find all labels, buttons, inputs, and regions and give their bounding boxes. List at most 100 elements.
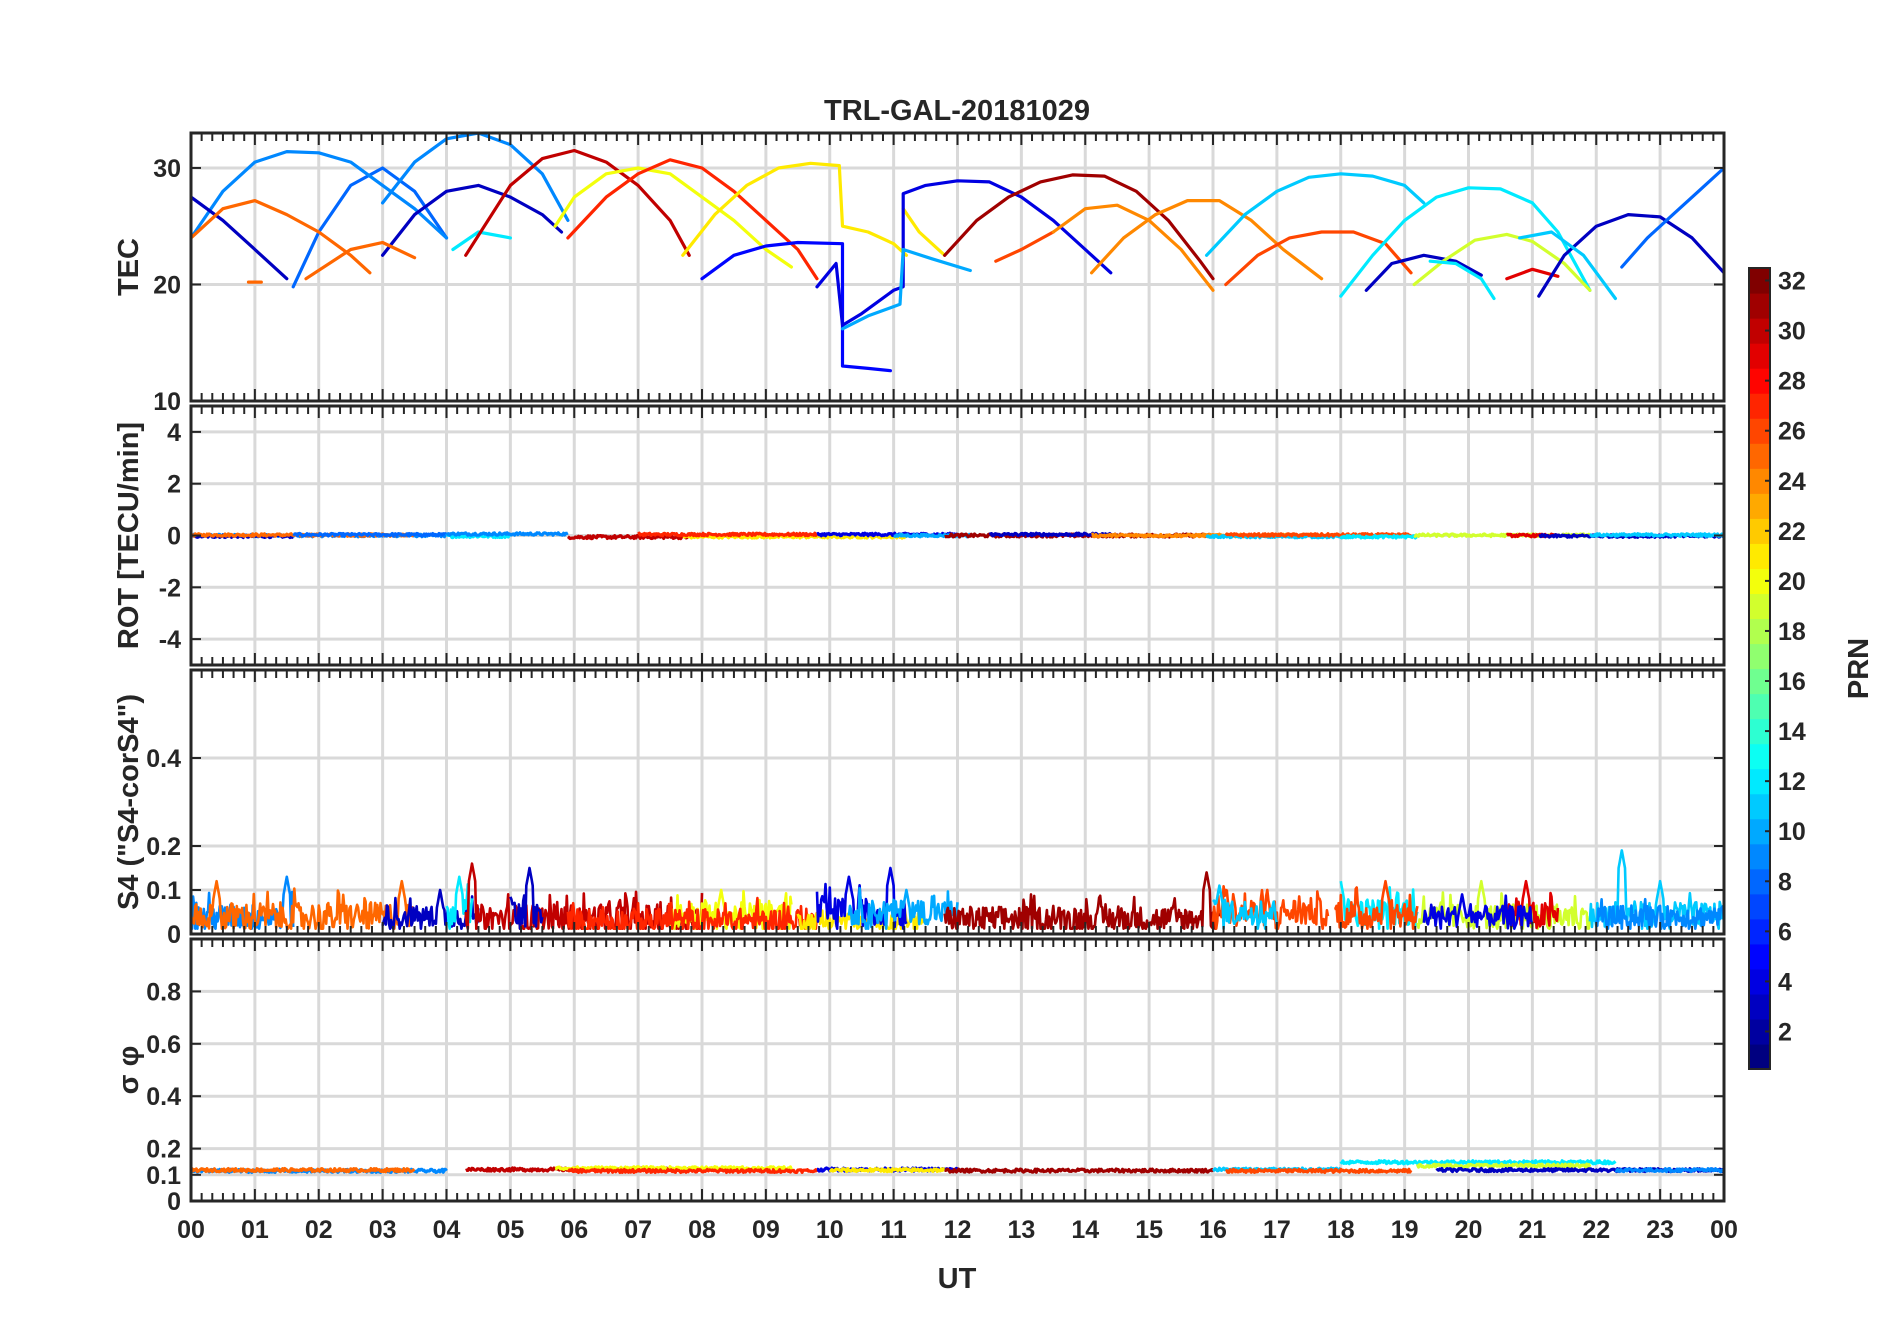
x-tick-label: 11 <box>880 1216 907 1244</box>
x-tick-label: 02 <box>305 1216 333 1244</box>
y-tick-label-sigma: 0.1 <box>146 1162 181 1190</box>
x-tick-label: 16 <box>1199 1216 1227 1244</box>
colorbar-segment <box>1749 468 1770 494</box>
tec-line-prn-20 <box>553 166 794 269</box>
colorbar-segment <box>1749 968 1770 995</box>
y-tick-label-rot: -4 <box>159 626 181 654</box>
tec-line-prn-3 <box>1364 253 1483 292</box>
colorbar-tick-label: 20 <box>1778 568 1806 596</box>
x-tick-label: 13 <box>1007 1216 1035 1244</box>
colorbar-tick-label: 18 <box>1778 618 1806 646</box>
y-axis-label-tec: TEC <box>113 238 145 296</box>
colorbar-segment <box>1749 743 1770 770</box>
s4-trace-prn-3 <box>509 866 544 931</box>
tec-line-prn-9 <box>381 133 570 222</box>
x-tick-label: 00 <box>1710 1216 1738 1244</box>
colorbar-tick-label: 26 <box>1778 418 1806 446</box>
x-tick-label: 20 <box>1455 1216 1483 1244</box>
colorbar-tick-label: 6 <box>1778 918 1792 946</box>
sigma-trace-prn-12 <box>1339 1159 1617 1166</box>
colorbar-segment <box>1749 293 1770 319</box>
tec-line-prn-3 <box>1537 213 1724 298</box>
tec-line-prn-10 <box>840 247 972 331</box>
y-tick-label-sigma: 0.4 <box>146 1083 181 1111</box>
tec-line-prn-30 <box>464 148 691 257</box>
rot-trace-prn-8 <box>292 531 448 538</box>
colorbar-segment <box>1749 518 1770 544</box>
s4-trace-prn-3 <box>381 888 480 931</box>
y-tick-label-sigma: 0.8 <box>146 978 181 1006</box>
x-tick-label: 05 <box>496 1216 524 1244</box>
colorbar-segment <box>1749 893 1770 920</box>
colorbar-segment <box>1749 1043 1770 1070</box>
colorbar-tick-label: 8 <box>1778 868 1792 896</box>
s4-trace-prn-4 <box>1422 893 1534 931</box>
x-tick-label: 12 <box>944 1216 972 1244</box>
colorbar-segment <box>1749 993 1770 1020</box>
s4-trace-prn-31 <box>943 871 1221 931</box>
tec-line-prn-24 <box>1051 203 1215 292</box>
sigma-trace-prn-27 <box>567 1167 819 1175</box>
colorbar-segment <box>1749 818 1770 845</box>
x-tick-label: 23 <box>1646 1216 1674 1244</box>
s4-trace-prn-26 <box>1334 879 1419 931</box>
y-axis-label-s4: S4 ("S4-corS4") <box>113 694 145 910</box>
x-tick-label: 07 <box>624 1216 652 1244</box>
tec-line-prn-12 <box>1339 186 1592 298</box>
rot-trace-prn-12 <box>1339 533 1418 540</box>
s4-trace-prn-9 <box>1595 897 1724 931</box>
colorbar-segment <box>1749 393 1770 419</box>
colorbar-tick-label: 2 <box>1778 1018 1792 1046</box>
x-axis-label: UT <box>938 1263 977 1295</box>
colorbar-segment <box>1749 443 1770 469</box>
y-axis-label-sigma: σ φ <box>113 1046 145 1095</box>
x-tick-label: 15 <box>1135 1216 1163 1244</box>
x-tick-label: 18 <box>1327 1216 1355 1244</box>
x-tick-label: 09 <box>752 1216 780 1244</box>
grid-s4 <box>191 670 1724 934</box>
x-tick-label: 01 <box>241 1216 269 1244</box>
x-tick-label: 04 <box>433 1216 461 1244</box>
tec-line-prn-3 <box>191 195 289 281</box>
tec-line-prn-26 <box>994 230 1055 263</box>
x-tick-label: 21 <box>1518 1216 1546 1244</box>
colorbar-tick-label: 10 <box>1778 818 1806 846</box>
y-tick-label-rot: 0 <box>167 523 181 551</box>
colorbar-tick-label: 24 <box>1778 468 1806 496</box>
tec-line-prn-11 <box>1517 230 1618 301</box>
rot-trace-prn-27 <box>637 531 819 538</box>
x-tick-label: 03 <box>369 1216 397 1244</box>
tec-line-prn-25 <box>304 240 417 281</box>
sigma-trace-prn-26 <box>1224 1167 1413 1175</box>
tec-line-prn-12 <box>1428 259 1496 301</box>
ticks-rot <box>190 406 1725 665</box>
y-tick-label-s4: 0.4 <box>146 745 181 773</box>
tec-line-prn-8 <box>1620 166 1724 269</box>
x-tick-label: 14 <box>1071 1216 1099 1244</box>
tec-line-prn-29 <box>1505 267 1560 281</box>
tec-line-prn-25 <box>191 199 372 275</box>
s4-trace-prn-9 <box>191 875 295 931</box>
rot-trace-prn-26 <box>1224 532 1413 538</box>
colorbar-segment <box>1749 493 1770 519</box>
colorbar-segment <box>1749 1018 1770 1045</box>
colorbar-segment <box>1749 768 1770 795</box>
colorbar-tick-label: 4 <box>1778 968 1792 996</box>
s4-trace-prn-10 <box>847 886 959 931</box>
colorbar-segment <box>1749 268 1770 294</box>
colorbar-tick-label: 28 <box>1778 368 1806 396</box>
panel-s4: 0 0.1 0.2 0.4S4 ("S4-corS4") <box>113 668 1726 949</box>
x-tick-label: 08 <box>688 1216 716 1244</box>
x-tick-label: 19 <box>1391 1216 1419 1244</box>
y-tick-label-rot: -2 <box>159 574 181 602</box>
colorbar-tick-label: 30 <box>1778 318 1806 346</box>
colorbar-segment <box>1749 668 1770 695</box>
panel-rot: -4 -2 0 2 4 ROT [TECU/min] <box>113 404 1726 667</box>
colorbar-tick-label: 14 <box>1778 718 1806 746</box>
y-tick-label-tec: 20 <box>153 271 181 299</box>
sigma-trace-prn-31 <box>944 1167 1215 1174</box>
tec-line-prn-5 <box>700 240 893 373</box>
tec-line-prn-8 <box>291 166 449 289</box>
